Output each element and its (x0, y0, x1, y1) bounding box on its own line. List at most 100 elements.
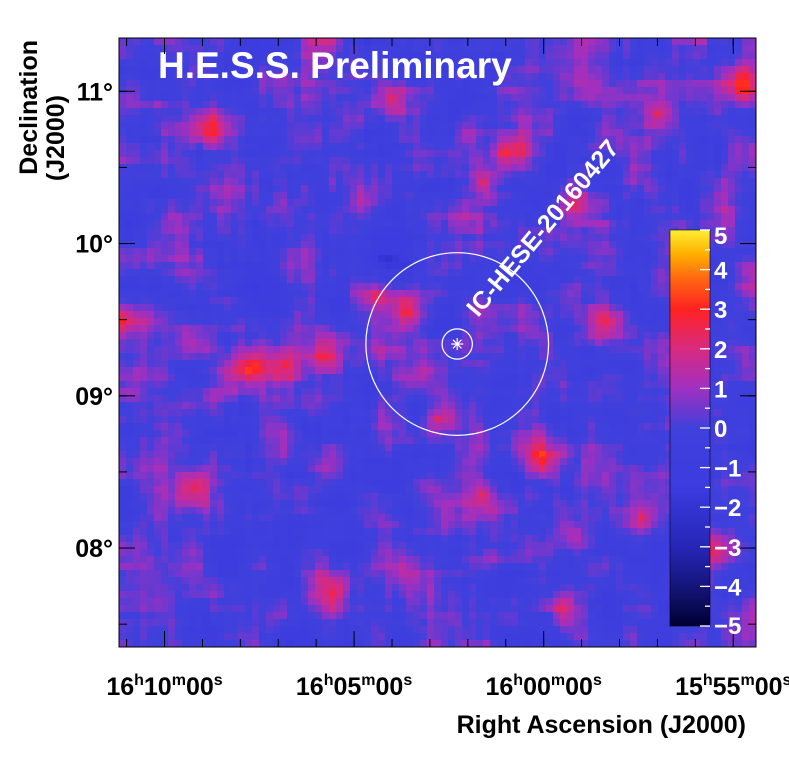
map-pixel (140, 339, 148, 347)
map-pixel (161, 416, 169, 424)
map-pixel (357, 178, 365, 186)
map-pixel (427, 73, 435, 81)
map-pixel (140, 276, 148, 284)
map-pixel (686, 59, 694, 67)
map-pixel (441, 59, 449, 67)
map-pixel (126, 185, 134, 193)
map-pixel (441, 234, 449, 242)
map-pixel (637, 276, 645, 284)
map-pixel (161, 178, 169, 186)
map-pixel (203, 353, 211, 361)
map-pixel (224, 269, 232, 277)
map-pixel (546, 192, 554, 200)
map-pixel (518, 360, 526, 368)
map-pixel (182, 150, 190, 158)
map-pixel (294, 52, 302, 60)
map-pixel (315, 59, 323, 67)
map-pixel (553, 213, 561, 221)
map-pixel (581, 283, 589, 291)
map-pixel (280, 283, 288, 291)
map-pixel (455, 353, 463, 361)
map-pixel (686, 115, 694, 123)
map-pixel (287, 290, 295, 298)
map-pixel (420, 38, 428, 46)
map-pixel (196, 115, 204, 123)
map-pixel (287, 234, 295, 242)
map-pixel (287, 73, 295, 81)
map-pixel (154, 136, 162, 144)
map-pixel (609, 136, 617, 144)
map-pixel (483, 80, 491, 88)
map-pixel (315, 199, 323, 207)
map-pixel (609, 164, 617, 172)
map-pixel (658, 381, 666, 389)
map-pixel (168, 346, 176, 354)
map-pixel (238, 199, 246, 207)
map-pixel (462, 290, 470, 298)
map-pixel (259, 73, 267, 81)
map-pixel (259, 136, 267, 144)
map-pixel (189, 297, 197, 305)
map-pixel (154, 353, 162, 361)
map-pixel (602, 360, 610, 368)
map-pixel (511, 367, 519, 375)
map-pixel (490, 192, 498, 200)
map-pixel (476, 297, 484, 305)
map-pixel (196, 164, 204, 172)
map-pixel (196, 304, 204, 312)
map-pixel (721, 360, 729, 368)
map-pixel (280, 381, 288, 389)
map-pixel (588, 374, 596, 382)
map-pixel (742, 255, 750, 263)
map-pixel (126, 199, 134, 207)
map-pixel (343, 234, 351, 242)
map-pixel (385, 234, 393, 242)
map-pixel (665, 199, 673, 207)
map-pixel (231, 276, 239, 284)
map-pixel (182, 52, 190, 60)
map-pixel (441, 213, 449, 221)
map-pixel (567, 283, 575, 291)
map-pixel (161, 346, 169, 354)
map-pixel (119, 38, 127, 46)
map-pixel (224, 353, 232, 361)
map-pixel (266, 332, 274, 340)
map-pixel (189, 416, 197, 424)
map-pixel (490, 402, 498, 410)
map-pixel (413, 409, 421, 417)
map-pixel (490, 80, 498, 88)
map-pixel (196, 262, 204, 270)
map-pixel (686, 73, 694, 81)
map-pixel (336, 402, 344, 410)
map-pixel (322, 297, 330, 305)
map-pixel (511, 171, 519, 179)
map-pixel (434, 318, 442, 326)
map-pixel (693, 80, 701, 88)
map-pixel (490, 360, 498, 368)
map-pixel (672, 192, 680, 200)
map-pixel (175, 255, 183, 263)
map-pixel (448, 213, 456, 221)
map-pixel (728, 220, 736, 228)
map-pixel (252, 269, 260, 277)
map-pixel (196, 367, 204, 375)
map-pixel (749, 171, 756, 179)
map-pixel (483, 409, 491, 417)
map-pixel (483, 325, 491, 333)
map-pixel (539, 339, 547, 347)
map-pixel (420, 171, 428, 179)
map-pixel (511, 304, 519, 312)
map-pixel (252, 290, 260, 298)
map-pixel (511, 66, 519, 74)
map-pixel (511, 283, 519, 291)
map-pixel (301, 381, 309, 389)
map-pixel (623, 311, 631, 319)
map-pixel (273, 339, 281, 347)
map-pixel (630, 115, 638, 123)
map-pixel (434, 171, 442, 179)
map-pixel (119, 115, 127, 123)
map-pixel (217, 192, 225, 200)
map-pixel (252, 283, 260, 291)
map-pixel (119, 402, 127, 410)
map-pixel (189, 395, 197, 403)
